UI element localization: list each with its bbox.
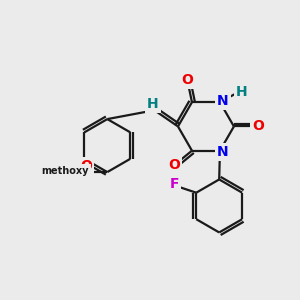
- Text: H: H: [236, 85, 247, 99]
- Text: N: N: [217, 145, 229, 159]
- Text: O: O: [168, 158, 180, 172]
- Text: O: O: [80, 159, 92, 172]
- Text: F: F: [169, 177, 179, 191]
- Text: N: N: [217, 94, 229, 108]
- Text: methoxy: methoxy: [42, 166, 89, 176]
- Text: O: O: [182, 73, 194, 86]
- Text: H: H: [147, 97, 159, 111]
- Text: O: O: [252, 119, 264, 134]
